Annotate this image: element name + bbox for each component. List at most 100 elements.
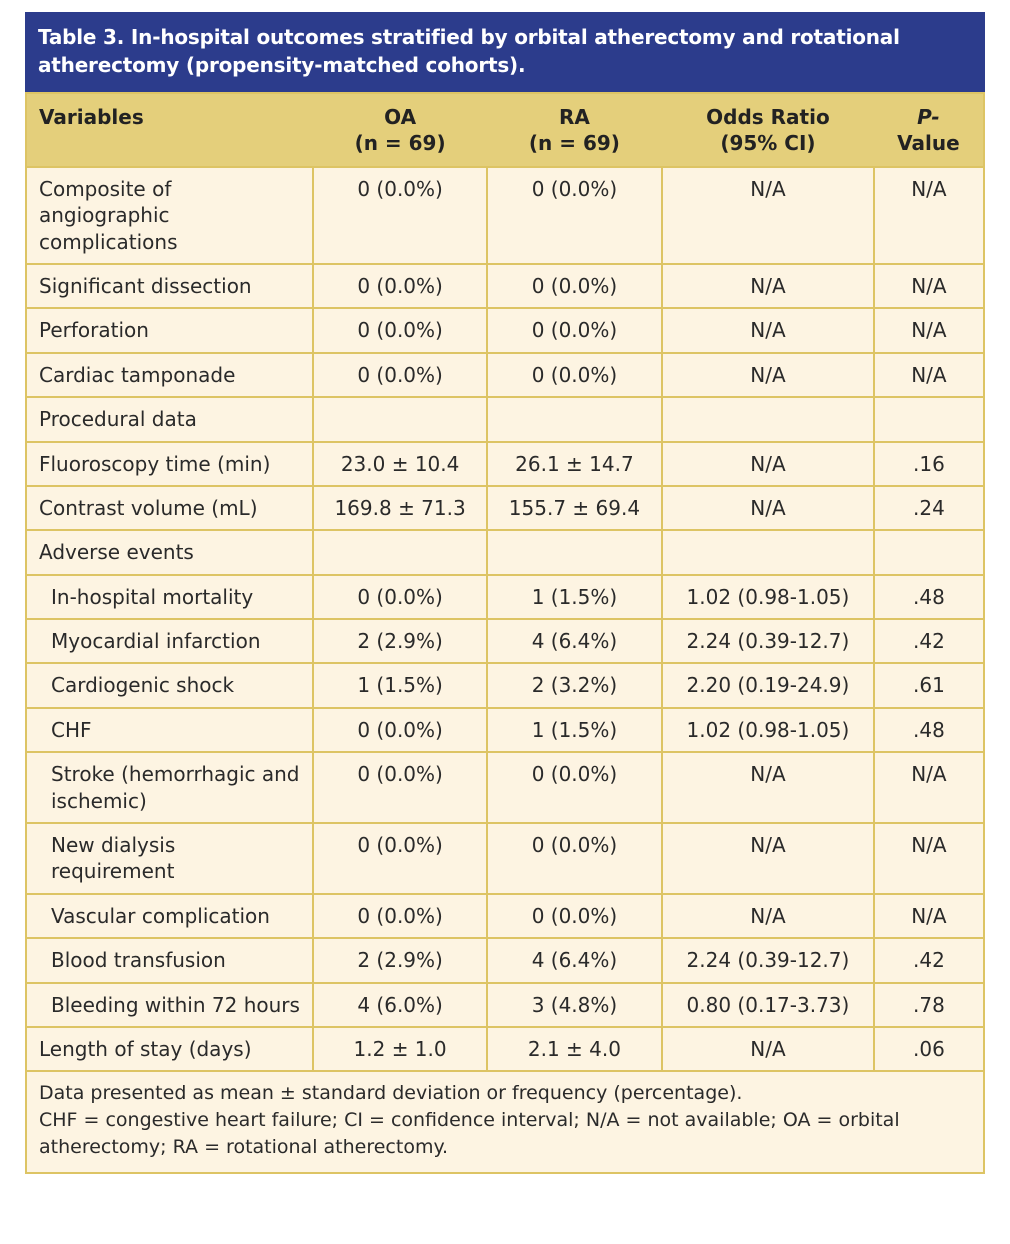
odds-ratio-value: N/A xyxy=(661,892,875,940)
table-row: Blood transfusion 2 (2.9%) 4 (6.4%) 2.24… xyxy=(24,937,986,984)
p-value: .16 xyxy=(872,440,986,487)
row-variable-label: Adverse events xyxy=(24,529,315,576)
row-variable-label: Blood transfusion xyxy=(24,937,315,984)
table-header-row: Variables OA (n = 69) RA (n = 69) Odds R… xyxy=(26,93,984,167)
odds-ratio-value: N/A xyxy=(661,307,875,354)
p-value: .06 xyxy=(872,1025,986,1073)
table-row: In-hospital mortality 0 (0.0%) 1 (1.5%) … xyxy=(24,573,986,621)
ra-value xyxy=(485,396,664,443)
table-row: New dialysis requirement 0 (0.0%) 0 (0.0… xyxy=(24,822,986,895)
ra-value: 0 (0.0%) xyxy=(485,751,664,825)
ra-value: 0 (0.0%) xyxy=(485,262,664,310)
ra-value: 26.1 ± 14.7 xyxy=(485,440,664,487)
odds-ratio-value xyxy=(661,396,875,443)
p-value: .48 xyxy=(872,573,986,621)
col-header-label: P- xyxy=(917,105,940,129)
odds-ratio-value xyxy=(661,529,875,576)
odds-ratio-value: N/A xyxy=(661,1025,875,1073)
ra-value: 4 (6.4%) xyxy=(485,937,664,984)
odds-ratio-value: 2.24 (0.39-12.7) xyxy=(661,618,875,665)
oa-value: 0 (0.0%) xyxy=(312,307,488,354)
p-value: N/A xyxy=(872,822,986,895)
p-value: N/A xyxy=(872,892,986,940)
table-row: CHF 0 (0.0%) 1 (1.5%) 1.02 (0.98-1.05) .… xyxy=(24,706,986,754)
table-row: Myocardial infarction 2 (2.9%) 4 (6.4%) … xyxy=(24,618,986,665)
outcomes-table: Variables OA (n = 69) RA (n = 69) Odds R… xyxy=(24,92,986,1175)
p-value xyxy=(872,529,986,576)
table-row: Length of stay (days) 1.2 ± 1.0 2.1 ± 4.… xyxy=(24,1025,986,1073)
table-row: Fluoroscopy time (min) 23.0 ± 10.4 26.1 … xyxy=(24,440,986,487)
table-row: Significant dissection 0 (0.0%) 0 (0.0%)… xyxy=(24,262,986,310)
p-value xyxy=(872,396,986,443)
col-header-p-value: P- Value xyxy=(873,93,984,167)
row-variable-label: Contrast volume (mL) xyxy=(24,484,315,532)
p-value: .61 xyxy=(872,662,986,709)
row-variable-label: Myocardial infarction xyxy=(24,618,315,665)
table-footnote-row: Data presented as mean ± standard deviat… xyxy=(25,1070,985,1175)
table-title: Table 3. In-hospital outcomes stratified… xyxy=(25,12,985,92)
ra-value xyxy=(485,529,664,576)
oa-value xyxy=(312,396,488,443)
odds-ratio-value: 1.02 (0.98-1.05) xyxy=(661,573,875,621)
oa-value: 0 (0.0%) xyxy=(312,573,488,621)
row-variable-label: CHF xyxy=(24,706,315,754)
p-value: N/A xyxy=(872,307,986,354)
p-value: N/A xyxy=(872,262,986,310)
ra-value: 1 (1.5%) xyxy=(485,573,664,621)
odds-ratio-value: 2.24 (0.39-12.7) xyxy=(661,937,875,984)
table-figure: Table 3. In-hospital outcomes stratified… xyxy=(24,12,986,1175)
oa-value: 0 (0.0%) xyxy=(312,892,488,940)
ra-value: 0 (0.0%) xyxy=(485,165,664,265)
col-header-label: Variables xyxy=(39,105,144,129)
odds-ratio-value: N/A xyxy=(661,440,875,487)
table-row: Composite of angiographic complications … xyxy=(24,165,986,265)
row-variable-label: Significant dissection xyxy=(24,262,315,310)
odds-ratio-value: N/A xyxy=(661,484,875,532)
row-variable-label: Procedural data xyxy=(24,396,315,443)
odds-ratio-value: N/A xyxy=(661,262,875,310)
row-variable-label: Length of stay (days) xyxy=(24,1025,315,1073)
table-row: Procedural data xyxy=(24,396,986,443)
col-header-oa: OA (n = 69) xyxy=(313,93,487,167)
table-row: Bleeding within 72 hours 4 (6.0%) 3 (4.8… xyxy=(24,981,986,1028)
p-value: .42 xyxy=(872,937,986,984)
col-header-label: RA xyxy=(558,105,590,129)
col-header-sublabel: (n = 69) xyxy=(354,131,446,156)
row-variable-label: Vascular complication xyxy=(24,892,315,940)
row-variable-label: Stroke (hemorrhagic and ischemic) xyxy=(24,751,315,825)
row-variable-label: Perforation xyxy=(24,307,315,354)
table-row: Adverse events xyxy=(24,529,986,576)
col-header-label: OA xyxy=(384,105,417,129)
oa-value: 1 (1.5%) xyxy=(312,662,488,709)
odds-ratio-value: N/A xyxy=(661,351,875,399)
odds-ratio-value: N/A xyxy=(661,822,875,895)
p-value: .48 xyxy=(872,706,986,754)
ra-value: 0 (0.0%) xyxy=(485,307,664,354)
oa-value: 0 (0.0%) xyxy=(312,706,488,754)
col-header-sublabel: (95% CI) xyxy=(720,131,816,156)
odds-ratio-value: 2.20 (0.19-24.9) xyxy=(661,662,875,709)
oa-value: 169.8 ± 71.3 xyxy=(312,484,488,532)
oa-value: 23.0 ± 10.4 xyxy=(312,440,488,487)
p-value: N/A xyxy=(872,351,986,399)
table-row: Stroke (hemorrhagic and ischemic) 0 (0.0… xyxy=(24,751,986,825)
col-header-variables: Variables xyxy=(26,93,314,167)
odds-ratio-value: 1.02 (0.98-1.05) xyxy=(661,706,875,754)
footnote-cell: Data presented as mean ± standard deviat… xyxy=(25,1070,985,1175)
p-value: .24 xyxy=(872,484,986,532)
odds-ratio-value: N/A xyxy=(661,751,875,825)
oa-value: 0 (0.0%) xyxy=(312,351,488,399)
footnote-line: Data presented as mean ± standard deviat… xyxy=(39,1082,743,1105)
oa-value: 0 (0.0%) xyxy=(312,822,488,895)
table-row: Cardiogenic shock 1 (1.5%) 2 (3.2%) 2.20… xyxy=(24,662,986,709)
col-header-ra: RA (n = 69) xyxy=(486,93,663,167)
row-variable-label: Fluoroscopy time (min) xyxy=(24,440,315,487)
oa-value: 0 (0.0%) xyxy=(312,751,488,825)
table-row: Cardiac tamponade 0 (0.0%) 0 (0.0%) N/A … xyxy=(24,351,986,399)
oa-value: 4 (6.0%) xyxy=(312,981,488,1028)
oa-value: 0 (0.0%) xyxy=(312,262,488,310)
oa-value: 2 (2.9%) xyxy=(312,618,488,665)
col-header-label: Odds Ratio xyxy=(706,105,830,129)
ra-value: 4 (6.4%) xyxy=(485,618,664,665)
row-variable-label: Cardiogenic shock xyxy=(24,662,315,709)
